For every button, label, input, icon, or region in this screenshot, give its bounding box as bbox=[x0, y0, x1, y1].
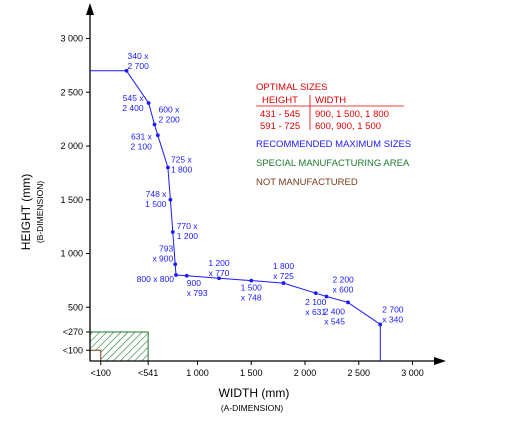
y-tick-label: 1 500 bbox=[60, 195, 83, 205]
x-tick-label: 1 000 bbox=[186, 368, 209, 378]
y-tick-label: 2 500 bbox=[60, 87, 83, 97]
legend-row-2-height: 591 - 725 bbox=[260, 121, 300, 132]
data-point bbox=[155, 133, 160, 138]
x-tick-label: <100 bbox=[91, 368, 111, 378]
data-point bbox=[170, 230, 175, 234]
y-tick-label: 3 000 bbox=[60, 34, 83, 44]
legend-col-width: WIDTH bbox=[315, 95, 346, 106]
data-point bbox=[174, 273, 178, 277]
x-axis-arrow-icon bbox=[434, 357, 446, 365]
x-axis-subtitle: (A-DIMENSION) bbox=[221, 403, 284, 413]
data-point bbox=[166, 165, 170, 170]
data-point-label: 2 100 x 631 bbox=[305, 297, 327, 317]
data-point bbox=[146, 101, 151, 105]
legend-row-1-width: 900, 1 500, 1 800 bbox=[315, 109, 389, 120]
x-axis-title: WIDTH (mm) bbox=[219, 386, 290, 400]
data-point bbox=[378, 322, 383, 327]
legend-row-2-width: 600, 900, 1 500 bbox=[315, 121, 381, 132]
y-axis-arrow-icon bbox=[86, 3, 94, 15]
x-tick-label: <541 bbox=[138, 368, 158, 378]
y-tick-label: <270 bbox=[63, 327, 83, 337]
legend-recommended: RECOMMENDED MAXIMUM SIZES bbox=[256, 139, 411, 150]
y-axis-subtitle: (B-DIMENSION) bbox=[35, 181, 45, 244]
data-point-label: 900 x 793 bbox=[187, 278, 208, 298]
data-point bbox=[249, 278, 254, 283]
data-point-label: 800 x 800 bbox=[137, 274, 175, 284]
x-tick-label: 1 500 bbox=[240, 368, 263, 378]
data-point bbox=[346, 300, 350, 305]
data-point-label: 1 800 x 725 bbox=[273, 261, 295, 281]
legend-not-manufactured: NOT MANUFACTURED bbox=[256, 177, 358, 188]
y-tick-label: 500 bbox=[68, 302, 83, 312]
y-tick-label: <100 bbox=[63, 345, 83, 355]
not-manufactured-area bbox=[89, 349, 102, 362]
data-point bbox=[184, 273, 189, 278]
y-tick-label: 1 000 bbox=[60, 249, 83, 259]
data-point-label: 2 200 x 600 bbox=[333, 275, 355, 295]
data-point-label: 2 400 x 545 bbox=[324, 306, 346, 326]
x-tick-label: 2 500 bbox=[347, 368, 370, 378]
data-point-label: 2 700 x 340 bbox=[382, 304, 404, 324]
legend-row-1-height: 431 - 545 bbox=[260, 109, 300, 120]
y-tick-label: 2 000 bbox=[60, 141, 83, 151]
data-point-label: 793 x 900 bbox=[152, 243, 173, 263]
legend-special: SPECIAL MANUFACTURING AREA bbox=[256, 158, 410, 169]
legend: OPTIMAL SIZES HEIGHT WIDTH 431 - 545 900… bbox=[256, 82, 411, 188]
data-point bbox=[217, 276, 221, 281]
data-point bbox=[313, 291, 318, 296]
axis-ticks: <100 <541 1 000 1 500 2 000 2 500 3 000 <100 <27… bbox=[60, 34, 423, 379]
data-point bbox=[124, 68, 129, 73]
data-point-label: 1 200 x 770 bbox=[208, 258, 230, 278]
data-point bbox=[281, 281, 286, 285]
x-tick-label: 2 000 bbox=[294, 368, 317, 378]
x-tick-label: 3 000 bbox=[401, 368, 424, 378]
data-point bbox=[324, 294, 329, 299]
data-point-label: 1 500 x 748 bbox=[241, 283, 263, 303]
data-point bbox=[168, 197, 173, 202]
legend-col-height: HEIGHT bbox=[262, 95, 298, 106]
data-point bbox=[173, 262, 178, 267]
y-axis-title: HEIGHT (mm) bbox=[19, 174, 33, 250]
legend-optimal-title: OPTIMAL SIZES bbox=[256, 82, 327, 93]
data-point bbox=[152, 122, 157, 127]
